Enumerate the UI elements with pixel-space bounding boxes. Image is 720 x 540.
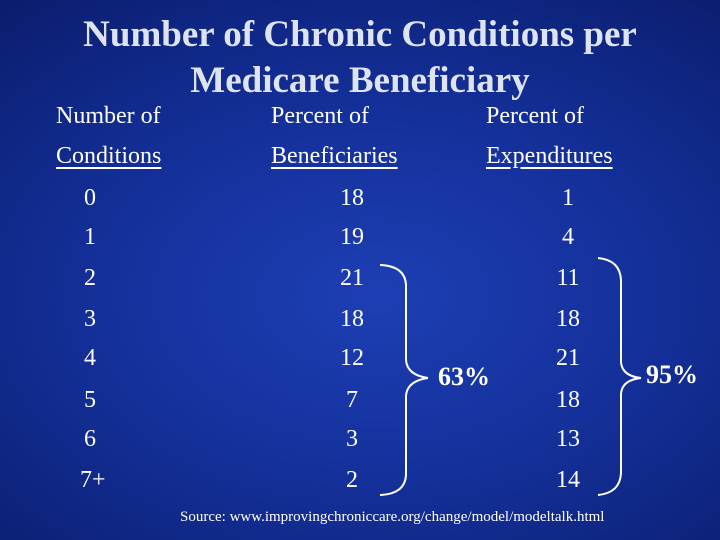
cell-expenditures: 11 [556,265,580,291]
cell-beneficiaries: 3 [346,426,358,452]
cell-conditions: 4 [84,345,96,371]
title-line-1: Number of Chronic Conditions per [83,14,637,55]
bracket-expenditures-bottom [597,377,642,496]
cell-beneficiaries: 19 [340,224,364,250]
bracket-beneficiaries-total: 63% [438,362,490,391]
cell-expenditures: 13 [556,426,580,452]
cell-beneficiaries: 18 [340,185,364,211]
slide-title: Number of Chronic Conditions per Medicar… [0,12,720,104]
header-expenditures-line-2: Expenditures [486,143,613,169]
header-conditions-line-2: Conditions [56,143,162,169]
header-beneficiaries-line-2: Beneficiaries [271,143,398,169]
title-line-2: Medicare Beneficiary [190,60,530,101]
cell-conditions: 0 [84,185,96,211]
cell-beneficiaries: 7 [346,387,358,413]
cell-expenditures: 4 [562,224,574,250]
cell-beneficiaries: 12 [340,345,364,371]
cell-conditions: 6 [84,426,96,452]
source-citation: Source: www.improvingchroniccare.org/cha… [180,509,605,525]
cell-conditions: 3 [84,306,96,332]
cell-expenditures: 14 [556,467,580,493]
cell-conditions: 5 [84,387,96,413]
bracket-beneficiaries-left [379,264,429,379]
cell-beneficiaries: 2 [346,467,358,493]
header-beneficiaries-line-1: Percent of [271,103,369,129]
bracket-beneficiaries-right [379,377,429,496]
header-conditions-line-1: Number of [56,103,161,129]
header-expenditures-line-1: Percent of [486,103,584,129]
cell-expenditures: 18 [556,387,580,413]
bracket-expenditures-top [597,257,642,379]
cell-beneficiaries: 21 [340,265,364,291]
cell-conditions: 2 [84,265,96,291]
cell-expenditures: 18 [556,306,580,332]
bracket-expenditures-total: 95% [646,360,698,389]
cell-expenditures: 1 [562,185,574,211]
cell-conditions: 1 [84,224,96,250]
cell-expenditures: 21 [556,345,580,371]
cell-beneficiaries: 18 [340,306,364,332]
